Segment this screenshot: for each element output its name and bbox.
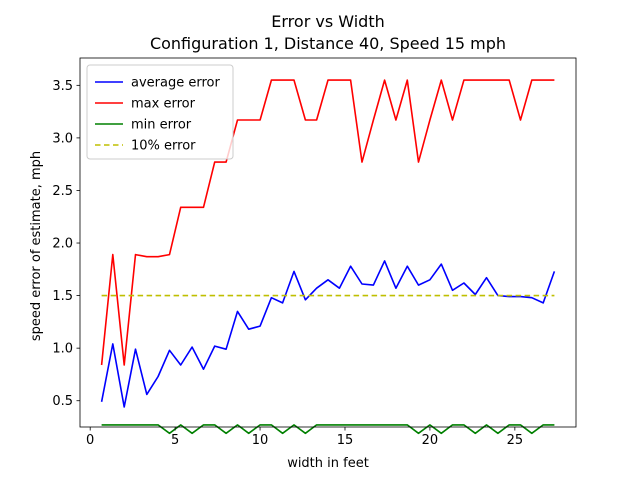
legend-label-min-error: min error (131, 118, 192, 133)
plot-frame (79, 57, 577, 428)
x-tick-label: 25 (507, 433, 524, 448)
x-tick-label: 5 (171, 433, 179, 448)
y-tick-label: 1.0 (52, 342, 73, 357)
y-tick-label: 0.5 (52, 394, 73, 409)
y-tick-label: 3.0 (52, 131, 73, 146)
series-layer (100, 79, 556, 435)
x-tick-label: 15 (337, 433, 354, 448)
legend: average error max error min error 10% error (86, 64, 234, 160)
chart-title: Error vs Width (271, 12, 384, 31)
x-tick-label: 20 (422, 433, 439, 448)
x-tick-label: 10 (252, 433, 269, 448)
y-tick-label: 3.5 (52, 79, 73, 94)
y-tick-label: 2.0 (52, 237, 73, 252)
series-line-min-error (101, 424, 555, 435)
chart-subtitle: Configuration 1, Distance 40, Speed 15 m… (150, 34, 506, 53)
legend-label-10pct-error: 10% error (131, 139, 196, 154)
legend-box (86, 64, 234, 160)
y-tick-label: 1.5 (52, 289, 73, 304)
x-tick-label: 0 (86, 433, 94, 448)
y-axis-label: speed error of estimate, mph (29, 151, 44, 341)
legend-label-max-error: max error (131, 97, 196, 112)
x-axis-label: width in feet (287, 456, 369, 471)
y-tick-label: 2.5 (52, 184, 73, 199)
series-line-max-error (100, 79, 555, 366)
series-line-average-error (100, 260, 556, 408)
legend-label-average-error: average error (131, 76, 220, 91)
axes-layer: 0 5 10 15 20 25 0.5 1.0 1.5 2.0 2.5 3.0 3.5 (52, 57, 577, 448)
